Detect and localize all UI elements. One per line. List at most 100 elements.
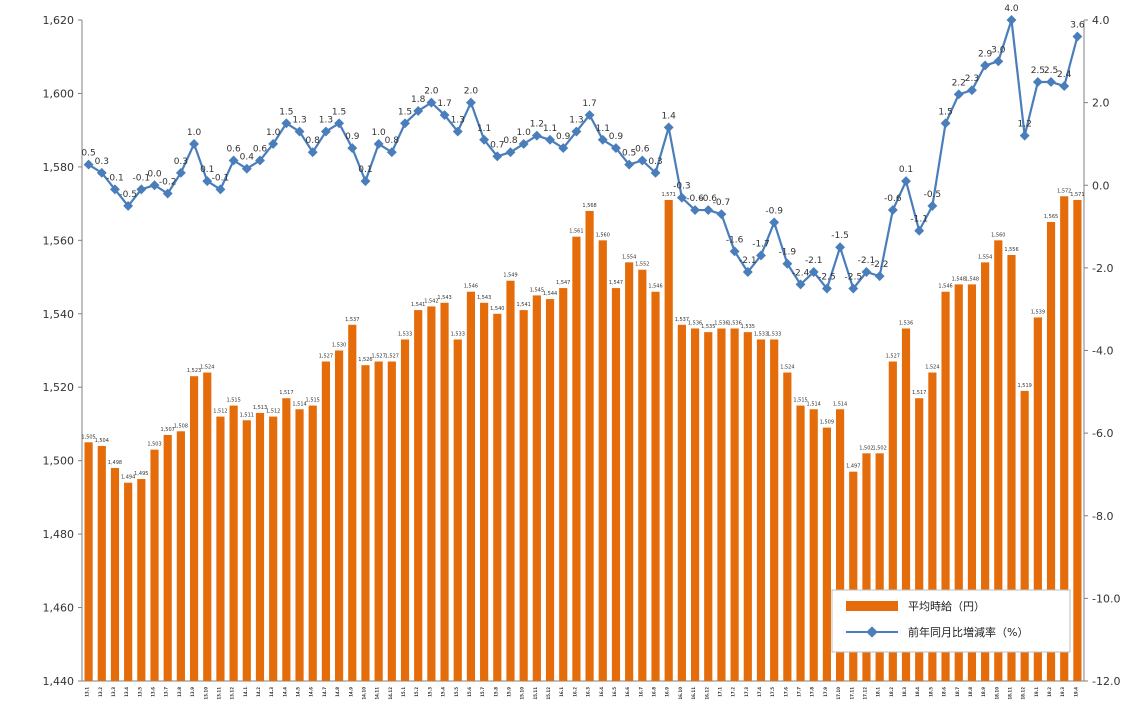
line-path — [88, 19, 1079, 291]
bar — [427, 306, 436, 681]
line-value-label: -0.2 — [159, 178, 177, 188]
bar-value-label: 1,571 — [662, 192, 676, 198]
bar — [97, 445, 106, 681]
line-value-label: 0.5 — [622, 149, 636, 159]
bar-value-label: 1,533 — [767, 331, 781, 337]
line-value-label: -1.1 — [910, 215, 928, 225]
line-point — [874, 271, 885, 282]
line-value-label: 1.1 — [596, 124, 610, 134]
legend-bar-swatch — [846, 601, 898, 611]
bar — [348, 324, 357, 681]
bar — [967, 284, 977, 681]
x-tick-label: 15.11 — [533, 687, 538, 700]
bar-value-label: 1,547 — [556, 280, 570, 286]
bar-value-label: 1,533 — [451, 331, 465, 337]
line-value-label: -0.5 — [119, 190, 137, 200]
right-axis-tick-label: -6.0 — [1092, 427, 1113, 440]
line-value-label: 0.1 — [899, 165, 913, 175]
line-value-label: 1.5 — [398, 107, 412, 117]
line-value-label: -0.1 — [133, 173, 151, 183]
x-tick-label: 14.3 — [269, 687, 274, 697]
bar — [730, 328, 739, 681]
right-axis-tick-label: 2.0 — [1092, 97, 1110, 110]
left-axis-tick-label: 1,500 — [43, 455, 75, 468]
bar — [704, 332, 713, 681]
line-point — [465, 97, 476, 108]
line-value-label: -2.1 — [739, 256, 757, 266]
x-tick-label: 17.4 — [757, 687, 762, 697]
left-axis-tick-label: 1,460 — [43, 602, 75, 615]
bar — [743, 332, 752, 681]
line-point — [914, 225, 925, 236]
x-tick-label: 17.7 — [797, 687, 802, 697]
bar — [875, 453, 884, 681]
bar-value-label: 1,512 — [266, 409, 280, 415]
bar-value-label: 1,527 — [371, 354, 385, 360]
x-tick-label: 17.2 — [731, 687, 736, 697]
line-value-label: 0.9 — [609, 132, 624, 142]
bar-value-label: 1,554 — [622, 254, 636, 260]
line-value-labels: 0.50.3-0.1-0.5-0.10.0-0.20.31.00.1-0.10.… — [81, 4, 1084, 283]
bar-value-label: 1,514 — [292, 401, 306, 407]
line-point — [742, 267, 753, 277]
line-point — [136, 184, 147, 195]
bar-value-label: 1,515 — [226, 398, 240, 404]
legend-box — [831, 589, 1071, 653]
bar-value-label: 1,517 — [912, 390, 926, 396]
line-point — [360, 176, 371, 187]
bar-value-label: 1,504 — [95, 438, 109, 444]
line-value-label: 1.1 — [543, 124, 557, 134]
x-tick-label: 15.9 — [506, 687, 511, 697]
right-y-axis: -12.0 -10.0 -8.0 -6.0 -4.0 -2.0 0.0 2.0 4.0 — [1083, 14, 1120, 688]
bar — [1020, 390, 1029, 681]
x-tick-label: 19.2 — [1047, 687, 1052, 697]
line-value-label: 2.9 — [978, 49, 993, 59]
line-value-label: 1.2 — [530, 120, 544, 130]
right-axis-tick-label: -10.0 — [1092, 592, 1120, 605]
line-value-label: 0.7 — [490, 140, 504, 150]
x-tick-label: 18.10 — [994, 687, 999, 700]
line-point — [690, 205, 701, 215]
line-point — [479, 134, 490, 145]
bar-value-label: 1,561 — [569, 229, 583, 235]
x-tick-label: 14.7 — [322, 687, 327, 697]
bar-value-label: 1,524 — [780, 365, 794, 371]
bar-value-label: 1,514 — [807, 401, 821, 407]
bar — [849, 471, 858, 681]
right-axis-tick-label: -2.0 — [1092, 262, 1113, 275]
line-point — [835, 242, 846, 253]
x-tick-label: 16.8 — [652, 687, 657, 697]
bar-value-label: 1,498 — [108, 460, 122, 466]
bar-value-label: 1,533 — [398, 331, 412, 337]
line-value-label: -1.9 — [779, 248, 797, 258]
x-tick-label: 18.7 — [955, 687, 960, 697]
bar — [480, 302, 489, 681]
line-value-label: 2.3 — [965, 74, 979, 84]
x-tick-label: 16.3 — [586, 687, 591, 697]
x-tick-label: 13.3 — [111, 687, 116, 697]
bar — [941, 291, 950, 681]
line-value-label: 0.3 — [95, 157, 109, 167]
bar — [203, 372, 212, 681]
left-axis-tick-label: 1,540 — [43, 308, 75, 321]
line-value-label: 1.1 — [477, 124, 491, 134]
line-point — [215, 184, 226, 195]
line-value-label: 0.8 — [503, 136, 518, 146]
x-tick-label: 13.10 — [203, 687, 208, 700]
left-axis-tick-label: 1,480 — [43, 528, 75, 541]
bar-value-label: 1,554 — [978, 254, 992, 260]
line-point — [650, 167, 661, 178]
bar — [836, 409, 845, 681]
bar-value-label: 1,546 — [464, 284, 478, 290]
bar-value-label: 1,571 — [1070, 192, 1084, 198]
line-point — [940, 118, 951, 129]
bar-value-label: 1,503 — [147, 442, 161, 448]
bar-series — [84, 196, 1082, 682]
x-tick-label: 17.10 — [836, 687, 841, 700]
line-point — [1059, 81, 1070, 92]
line-value-label: -0.7 — [713, 198, 731, 208]
line-value-label: 0.8 — [306, 136, 321, 146]
bar-value-label: 1,560 — [991, 232, 1005, 238]
bar-value-label: 1,556 — [1004, 247, 1018, 253]
bar — [216, 416, 225, 681]
